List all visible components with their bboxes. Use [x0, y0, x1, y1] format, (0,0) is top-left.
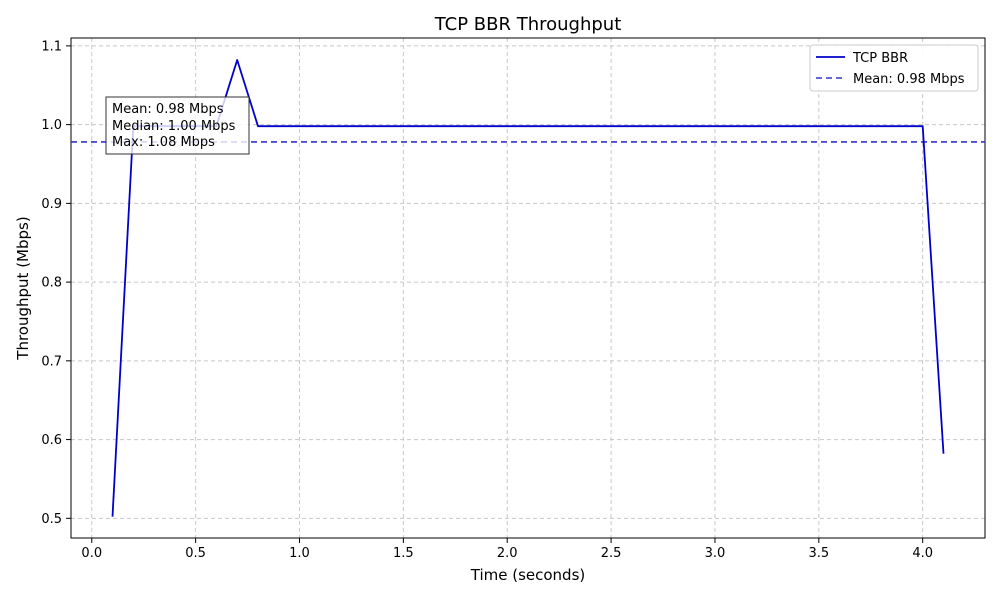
grid	[71, 38, 985, 538]
chart-title: TCP BBR Throughput	[434, 14, 622, 35]
x-axis-ticks: 0.0 0.5 1.0 1.5 2.0 2.5 3.0 3.5 4.0	[81, 538, 933, 561]
legend-label-tcp-bbr: TCP BBR	[852, 51, 908, 66]
legend: TCP BBR Mean: 0.98 Mbps	[809, 44, 979, 92]
y-tick-label: 0.6	[41, 433, 62, 448]
x-tick-label: 0.0	[81, 546, 102, 561]
stats-mean-text: Mean: 0.98 Mbps	[112, 102, 224, 117]
y-tick-label: 0.5	[41, 512, 62, 527]
stats-median-text: Median: 1.00 Mbps	[112, 119, 236, 134]
y-tick-label: 1.1	[41, 39, 62, 54]
y-tick-label: 0.8	[41, 276, 62, 291]
x-tick-label: 3.0	[705, 546, 726, 561]
x-tick-label: 4.0	[912, 546, 933, 561]
x-axis-label: Time (seconds)	[470, 566, 586, 584]
legend-label-mean: Mean: 0.98 Mbps	[853, 72, 965, 87]
y-axis-ticks: 0.5 0.6 0.7 0.8 0.9 1.0 1.1	[41, 39, 71, 527]
y-tick-label: 1.0	[41, 118, 62, 133]
x-tick-label: 1.0	[289, 546, 310, 561]
stats-box-frame	[105, 96, 250, 155]
x-tick-label: 0.5	[185, 546, 206, 561]
stats-max-text: Max: 1.08 Mbps	[112, 135, 215, 150]
x-tick-label: 1.5	[393, 546, 414, 561]
x-tick-label: 2.0	[497, 546, 518, 561]
legend-frame	[809, 44, 979, 92]
y-axis-label: Throughput (Mbps)	[14, 216, 32, 360]
x-tick-label: 3.5	[808, 546, 829, 561]
plot-area-frame	[70, 37, 986, 539]
y-tick-label: 0.7	[41, 354, 62, 369]
x-tick-label: 2.5	[601, 546, 622, 561]
stats-box: Mean: 0.98 Mbps Median: 1.00 Mbps Max: 1…	[105, 96, 250, 155]
y-tick-label: 0.9	[41, 197, 62, 212]
